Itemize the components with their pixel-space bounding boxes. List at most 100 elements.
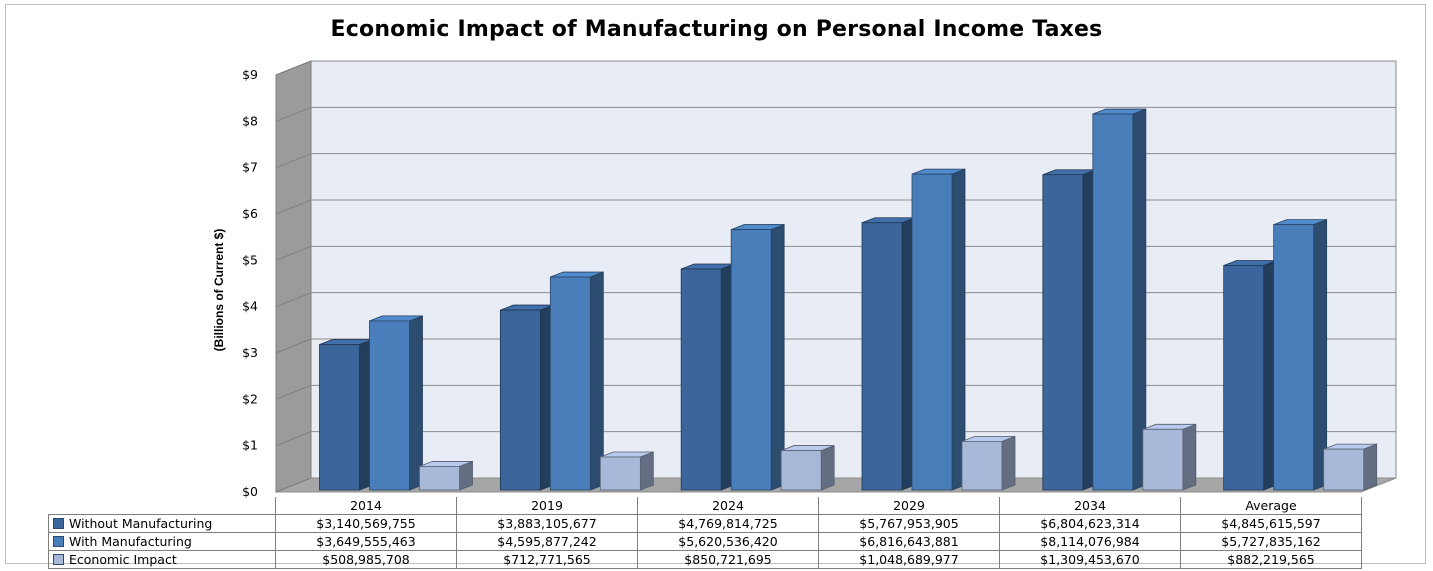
chart-title: Economic Impact of Manufacturing on Pers… <box>330 17 1103 42</box>
data-label: $3,649,555,463 <box>275 532 457 551</box>
gridline-side <box>275 199 312 215</box>
gridlines <box>275 60 1396 493</box>
y-tick-label: $1 <box>242 438 258 453</box>
bar <box>1042 169 1097 491</box>
data-label: $6,804,623,314 <box>999 514 1181 533</box>
bar <box>319 338 373 491</box>
bar-front <box>419 466 460 491</box>
category-row: 2014 2019 2024 2029 2034 Average <box>48 497 1362 515</box>
bar-front <box>1092 113 1134 491</box>
gridline-side <box>275 431 312 447</box>
x-tick-label: 2029 <box>818 497 1000 515</box>
bar-front <box>549 276 591 491</box>
x-tick-label: 2024 <box>637 497 819 515</box>
bar-front <box>680 268 722 491</box>
y-tick-labels: $0 $1 $2 $3 $4 $5 $6 $7 $8 $9 <box>242 67 258 499</box>
bar-front <box>911 173 953 491</box>
series-name: With Manufacturing <box>69 534 192 549</box>
y-tick-label: $4 <box>242 299 258 314</box>
data-table: 2014 2019 2024 2029 2034 Average Without… <box>48 497 1362 569</box>
data-label: $1,048,689,977 <box>818 550 1000 569</box>
bar-side <box>639 451 654 491</box>
bar-front <box>1142 428 1184 491</box>
bar <box>911 168 966 491</box>
legend-entry: With Manufacturing <box>48 532 276 551</box>
x-tick-label: 2019 <box>456 497 638 515</box>
bar-front <box>369 320 410 491</box>
legend-key <box>53 536 64 547</box>
bar <box>499 304 554 491</box>
bar <box>1223 259 1278 491</box>
side-wall <box>275 60 312 493</box>
bar <box>1273 219 1328 491</box>
data-label: $4,595,877,242 <box>456 532 638 551</box>
series-row-with-manufacturing: With Manufacturing $3,649,555,463 $4,595… <box>48 532 1362 551</box>
data-label: $508,985,708 <box>275 550 457 569</box>
y-tick-label: $5 <box>242 252 258 267</box>
bar <box>730 223 785 491</box>
y-tick-label: $0 <box>242 484 258 499</box>
gridline-side <box>275 60 312 76</box>
data-label: $3,140,569,755 <box>275 514 457 533</box>
data-label: $5,620,536,420 <box>637 532 819 551</box>
bar <box>599 451 654 491</box>
y-tick-label: $3 <box>242 345 258 360</box>
data-label: $850,721,695 <box>637 550 819 569</box>
table-corner <box>48 497 276 515</box>
bar-side <box>1001 435 1016 491</box>
bar <box>419 460 473 491</box>
bar <box>1323 443 1378 491</box>
data-label: $3,883,105,677 <box>456 514 638 533</box>
data-label: $8,114,076,984 <box>999 532 1181 551</box>
bars <box>319 108 1378 491</box>
series-row-without-manufacturing: Without Manufacturing $3,140,569,755 $3,… <box>48 514 1362 533</box>
data-label: $712,771,565 <box>456 550 638 569</box>
bar <box>1092 108 1147 491</box>
gridline-side <box>275 106 312 122</box>
bar <box>1142 423 1197 491</box>
bar-front <box>319 344 360 491</box>
legend-key <box>53 554 64 565</box>
y-tick-label: $9 <box>242 67 258 82</box>
bar <box>369 315 423 491</box>
data-label: $882,219,565 <box>1180 550 1362 569</box>
data-label: $4,769,814,725 <box>637 514 819 533</box>
gridline-side <box>275 245 312 261</box>
bar-front <box>861 222 903 491</box>
bar-front <box>780 450 822 491</box>
bar-front <box>599 456 641 491</box>
legend-entry: Without Manufacturing <box>48 514 276 533</box>
y-tick-label: $2 <box>242 391 258 406</box>
series-row-economic-impact: Economic Impact $508,985,708 $712,771,56… <box>48 550 1362 569</box>
legend-key <box>53 518 64 529</box>
x-tick-label: 2014 <box>275 497 457 515</box>
data-label: $6,816,643,881 <box>818 532 1000 551</box>
gridline-side <box>275 338 312 354</box>
series-name: Without Manufacturing <box>69 516 213 531</box>
x-tick-label: 2034 <box>999 497 1181 515</box>
bar-front <box>1223 265 1265 491</box>
bar <box>961 435 1016 491</box>
bar-front <box>961 441 1003 491</box>
legend-entry: Economic Impact <box>48 550 276 569</box>
bar-side <box>1363 443 1378 491</box>
gridline-side <box>275 153 312 169</box>
bar-side <box>1182 423 1197 491</box>
data-label: $4,845,615,597 <box>1180 514 1362 533</box>
bar-side <box>409 315 423 491</box>
gridline-side <box>275 477 312 493</box>
bar-front <box>499 309 541 491</box>
data-label: $5,727,835,162 <box>1180 532 1362 551</box>
series-name: Economic Impact <box>69 552 177 567</box>
bar-front <box>1042 174 1084 491</box>
bar <box>680 263 735 491</box>
x-tick-label: Average <box>1180 497 1362 515</box>
y-tick-label: $7 <box>242 160 258 175</box>
data-label: $5,767,953,905 <box>818 514 1000 533</box>
bar-front <box>1273 224 1315 491</box>
bar <box>549 271 604 491</box>
gridline-side <box>275 384 312 400</box>
bar-front <box>730 229 772 491</box>
bar <box>780 445 835 491</box>
